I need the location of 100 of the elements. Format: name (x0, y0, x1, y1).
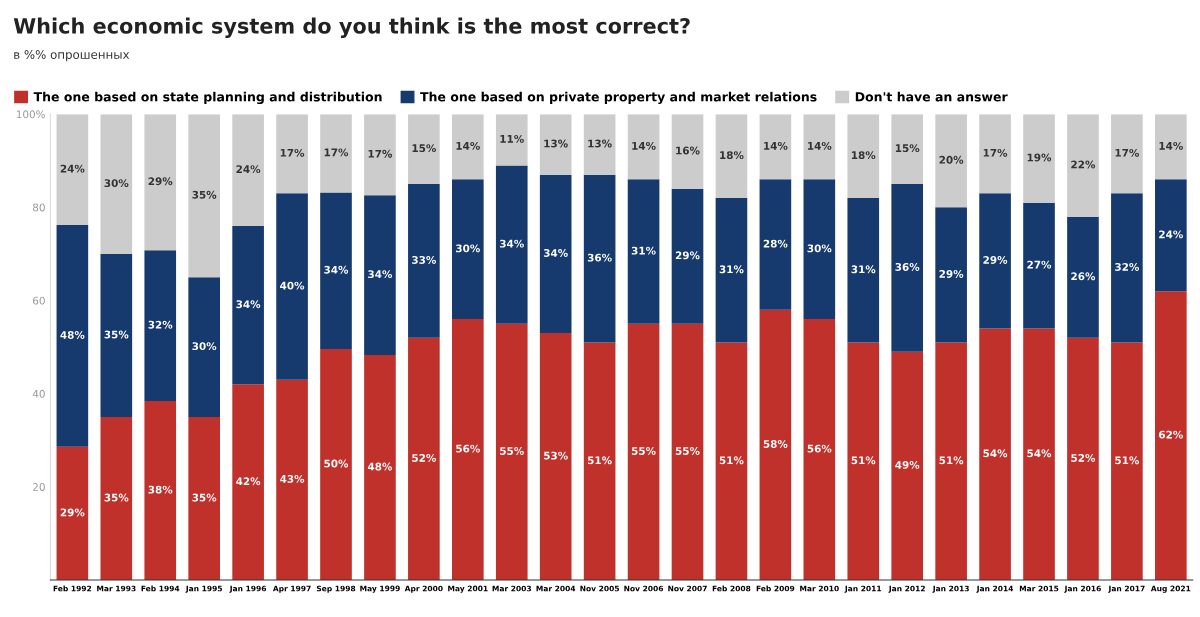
data-label: 38% (148, 485, 173, 494)
chart-subtitle: в %% опрошенных (14, 50, 130, 62)
bar (891, 114, 924, 185)
bar (583, 174, 616, 343)
data-label: 51% (1115, 456, 1140, 465)
bar (320, 192, 352, 349)
bar (232, 384, 264, 580)
bar (627, 114, 660, 180)
bar (803, 179, 836, 320)
bar (232, 114, 264, 226)
data-label: 17% (324, 148, 349, 157)
data-label: 29% (939, 270, 964, 278)
legend-label: Don't have an answer (855, 91, 1008, 102)
bar (979, 114, 1011, 194)
bar (276, 114, 308, 194)
data-label: 18% (720, 151, 744, 160)
data-label: 31% (851, 265, 876, 274)
bar (495, 323, 528, 580)
bar (715, 198, 748, 343)
bar (891, 184, 924, 352)
data-label: 17% (1115, 148, 1140, 157)
data-label: 16% (676, 146, 700, 155)
data-label: 29% (675, 251, 700, 260)
bar (320, 114, 352, 193)
data-label: 30% (807, 244, 832, 253)
data-label: 32% (1115, 263, 1140, 271)
bar (583, 342, 616, 580)
bar (803, 319, 836, 580)
data-label: 34% (368, 270, 393, 279)
bar (408, 114, 440, 185)
data-label: 30% (456, 244, 480, 253)
data-label: 54% (1027, 449, 1052, 458)
bar (979, 193, 1011, 329)
bar (671, 114, 704, 189)
bar (891, 351, 924, 580)
data-label: 19% (1027, 153, 1052, 162)
data-label: 14% (808, 141, 832, 150)
data-label: 36% (895, 263, 920, 271)
bar (627, 323, 660, 580)
data-label: 62% (1159, 430, 1183, 439)
bar (1023, 202, 1055, 329)
data-label: 50% (324, 459, 349, 468)
bar (1111, 114, 1143, 194)
data-label: 26% (1071, 272, 1096, 281)
data-label: 24% (1159, 230, 1183, 239)
data-label: 51% (587, 456, 612, 465)
bar (759, 309, 792, 580)
bar (232, 225, 264, 385)
bar (56, 446, 89, 580)
bar (583, 114, 616, 175)
data-label: 56% (456, 444, 480, 453)
data-label: 17% (280, 148, 305, 157)
y-tick-label: 20 (33, 483, 45, 491)
data-label: 34% (324, 265, 349, 274)
bar (715, 342, 748, 580)
bar (495, 114, 528, 166)
bar (144, 401, 177, 580)
bar (364, 354, 396, 580)
data-label: 31% (719, 265, 744, 274)
data-label: 20% (939, 155, 964, 164)
data-label: 30% (192, 342, 217, 351)
data-label: 58% (763, 440, 788, 448)
data-label: 14% (632, 141, 656, 150)
bar (276, 193, 308, 380)
data-label: 17% (368, 149, 393, 158)
bar (1155, 179, 1187, 292)
data-label: 51% (939, 456, 964, 465)
bar (1023, 328, 1055, 580)
bar (188, 277, 220, 417)
bar (847, 198, 880, 343)
bar (100, 114, 133, 254)
data-label: 29% (148, 177, 173, 186)
bar (979, 328, 1011, 580)
y-tick-label: 60 (33, 296, 45, 305)
bar (539, 114, 572, 175)
data-label: 29% (60, 508, 85, 517)
bar (1111, 193, 1143, 343)
bar (452, 114, 484, 180)
bar (539, 174, 572, 334)
bar (1067, 216, 1099, 338)
data-label: 32% (148, 320, 173, 329)
bar (320, 348, 352, 580)
data-label: 33% (412, 256, 437, 264)
data-label: 17% (983, 148, 1008, 157)
bar (803, 114, 836, 180)
bar (671, 188, 704, 324)
y-tick-label: 80 (32, 203, 45, 212)
data-label: 13% (588, 139, 612, 148)
bar (759, 179, 792, 310)
bar (56, 225, 89, 447)
bar (144, 114, 177, 251)
data-label: 35% (104, 330, 129, 339)
bar (627, 179, 660, 324)
bar (847, 114, 880, 198)
data-label: 34% (236, 300, 261, 309)
data-label: 15% (895, 144, 920, 153)
bar (1067, 114, 1099, 217)
data-label: 48% (367, 462, 393, 471)
data-label: 14% (1159, 141, 1183, 150)
data-label: 54% (983, 449, 1008, 458)
